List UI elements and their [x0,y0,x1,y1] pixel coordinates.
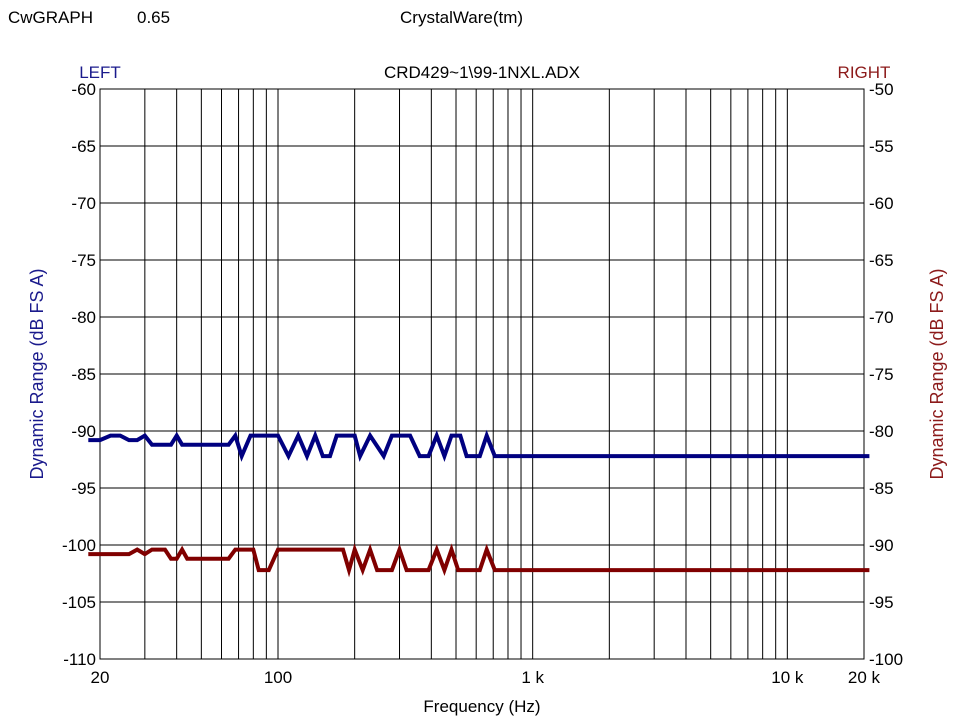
grid-lines [100,89,864,659]
left-tick-label: -70 [71,194,96,213]
right-tick-label: -75 [869,365,894,384]
left-tick-label: -100 [62,536,96,555]
left-tick-label: -105 [62,593,96,612]
left-axis-title: LEFT [79,63,121,82]
right-tick-label: -55 [869,137,894,156]
left-tick-label: -75 [71,251,96,270]
left-tick-label: -95 [71,479,96,498]
right-tick-label: -80 [869,422,894,441]
right-tick-label: -65 [869,251,894,270]
series-layer [88,429,870,578]
right-axis-title: RIGHT [838,63,891,82]
x-tick-label: 10 k [771,668,804,687]
app-version: 0.65 [137,8,171,27]
right-axis-label: Dynamic Range (dB FS A) [927,268,947,479]
series-line-left [88,429,870,462]
left-tick-label: -90 [71,422,96,441]
right-tick-label: -60 [869,194,894,213]
left-tick-label: -110 [63,650,96,669]
x-tick-label: 20 [91,668,110,687]
right-tick-label: -70 [869,308,894,327]
left-axis-label: Dynamic Range (dB FS A) [27,268,47,479]
left-tick-label: -80 [71,308,96,327]
plot-frame [99,88,865,660]
right-tick-label: -100 [869,650,903,669]
series-line-right [88,543,870,578]
right-tick-label: -50 [869,80,894,99]
axis-labels: -60 -65 -70 -75 -80 -85 -90 -95 -100 -105 -110 -50 -… [27,63,947,716]
x-tick-label: 20 k [848,668,881,687]
left-tick-label: -85 [71,365,96,384]
x-axis-label: Frequency (Hz) [423,697,540,716]
x-tick-label: 100 [264,668,292,687]
chart-title: CRD429~1\99-1NXL.ADX [384,63,580,82]
left-tick-label: -65 [71,137,96,156]
right-tick-label: -85 [869,479,894,498]
brand-label: CrystalWare(tm) [400,8,524,27]
x-tick-label: 1 k [521,668,544,687]
right-tick-label: -90 [869,536,894,555]
left-tick-label: -60 [71,80,96,99]
right-tick-label: -95 [869,593,894,612]
app-name: CwGRAPH [8,8,94,27]
